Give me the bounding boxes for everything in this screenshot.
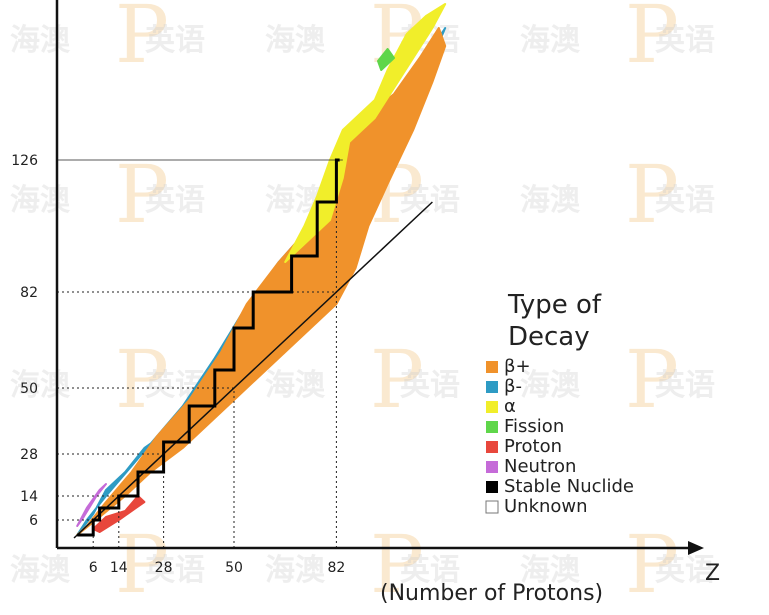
y-tick-label: 14 xyxy=(20,489,38,505)
legend-swatch xyxy=(485,500,499,514)
x-tick-label: 82 xyxy=(327,560,345,576)
x-axis-sublabel: (Number of Protons) xyxy=(380,581,603,606)
legend-title-line2: Decay xyxy=(508,322,590,352)
watermark-logo: P xyxy=(625,148,679,241)
y-tick-label: 126 xyxy=(11,153,38,169)
watermark-text: 英语 xyxy=(400,183,460,218)
watermark-layer: P海澳英语P海澳英语P海澳英语P海澳英语P海澳英语P海澳英语P海澳英语P海澳英语… xyxy=(10,0,715,611)
watermark-text: 英语 xyxy=(145,183,205,218)
watermark-logo: P xyxy=(115,0,169,81)
legend-label: Fission xyxy=(504,416,564,437)
x-tick-label: 6 xyxy=(89,560,98,576)
reference-line xyxy=(73,201,433,539)
x-tick-label: 28 xyxy=(155,560,173,576)
axes xyxy=(55,0,704,555)
magic-number-gridlines xyxy=(57,159,343,548)
watermark-text: 英语 xyxy=(400,553,460,588)
watermark-text: 海澳 xyxy=(10,183,71,218)
stable-nuclide-line xyxy=(77,158,340,537)
watermark-text: 海澳 xyxy=(10,368,71,403)
legend-label: Proton xyxy=(504,436,562,457)
decay-regions xyxy=(76,3,447,536)
legend-label: Stable Nuclide xyxy=(504,476,634,497)
watermark-logo: P xyxy=(625,0,679,81)
decay-region-neutron xyxy=(76,483,107,527)
plot-area xyxy=(57,3,447,548)
watermark-text: 英语 xyxy=(655,368,715,403)
x-axis-arrow xyxy=(688,541,704,555)
legend-swatch xyxy=(486,441,498,453)
watermark-text: 海澳 xyxy=(265,553,326,588)
legend-label: Unknown xyxy=(504,496,588,517)
legend-swatch xyxy=(486,421,498,433)
x-axis-label: Z xyxy=(705,561,720,586)
watermark-text: 海澳 xyxy=(520,23,581,58)
watermark-text: 海澳 xyxy=(265,23,326,58)
watermark-logo: P xyxy=(115,148,169,241)
watermark-logo: P xyxy=(370,518,424,611)
watermark-text: 英语 xyxy=(655,23,715,58)
stable-nuclide-path xyxy=(77,158,340,537)
watermark-text: 英语 xyxy=(655,553,715,588)
watermark-text: 英语 xyxy=(400,368,460,403)
n-equals-z-line xyxy=(73,201,433,539)
legend-swatch xyxy=(486,361,498,373)
legend-swatch xyxy=(486,401,498,413)
decay-region-proton xyxy=(92,495,146,533)
legend-swatch xyxy=(486,461,498,473)
watermark-text: 英语 xyxy=(145,23,205,58)
watermark-logo: P xyxy=(115,333,169,426)
y-tick-label: 6 xyxy=(29,513,38,529)
y-tick-label: 82 xyxy=(20,285,38,301)
watermark-text: 海澳 xyxy=(10,553,71,588)
watermark-text: 海澳 xyxy=(265,368,326,403)
watermark-text: 海澳 xyxy=(520,368,581,403)
legend-swatch xyxy=(486,381,498,393)
watermark-logo: P xyxy=(115,518,169,611)
decay-region-fission xyxy=(377,48,395,71)
watermark-text: 海澳 xyxy=(10,23,71,58)
legend-label: α xyxy=(504,396,516,417)
watermark-logo: P xyxy=(370,333,424,426)
watermark-text: 海澳 xyxy=(520,553,581,588)
decay-region-- xyxy=(76,27,447,536)
legend: Type of Decay β+β-αFissionProtonNeutronS… xyxy=(485,290,634,517)
y-tick-label: 28 xyxy=(20,447,38,463)
x-tick-label: 50 xyxy=(225,560,243,576)
watermark-text: 海澳 xyxy=(520,183,581,218)
watermark-logo: P xyxy=(625,333,679,426)
legend-label: β+ xyxy=(504,356,531,377)
y-tick-label: 50 xyxy=(20,381,38,397)
watermark-text: 英语 xyxy=(655,183,715,218)
legend-swatch xyxy=(486,481,498,493)
watermark-text: 英语 xyxy=(145,553,205,588)
legend-title-line1: Type of xyxy=(507,290,602,320)
x-tick-label: 14 xyxy=(110,560,128,576)
legend-label: Neutron xyxy=(504,456,576,477)
watermark-logo: P xyxy=(625,518,679,611)
legend-label: β- xyxy=(504,376,522,397)
tick-labels: 6 14 28 50 82 6 14 28 50 82 126 xyxy=(11,153,345,576)
